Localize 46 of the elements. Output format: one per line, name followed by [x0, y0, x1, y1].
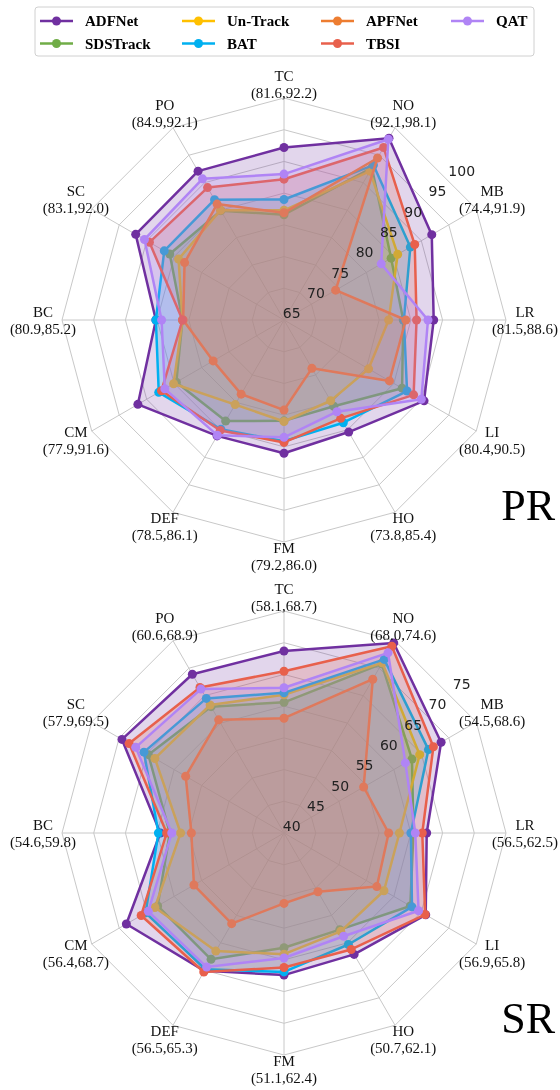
y-tick-label: 55: [355, 757, 374, 774]
legend-label: Un-Track: [227, 13, 290, 30]
spoke-label: LR (56.5,62.5): [491, 816, 559, 851]
spoke-label: MB (54.5,68.6): [459, 696, 526, 731]
spoke-label: LI (56.9,65.8): [459, 936, 526, 971]
legend-label: ADFNet: [85, 13, 139, 30]
spoke-label: FM (51.1,62.4): [250, 1052, 318, 1087]
text: PR: [501, 481, 556, 530]
spoke-label: MB (74.4,91.9): [459, 183, 526, 218]
spoke-label: TC (58.1,68.7): [250, 580, 318, 615]
spoke-label: DEF (56.5,65.3): [131, 1023, 198, 1058]
spoke-label: BC (80.9,85.2): [9, 303, 77, 338]
y-tick-label: 40: [282, 818, 301, 835]
legend-label: TBSI: [366, 35, 401, 52]
spoke-label: CM (77.9,91.6): [42, 423, 109, 458]
spoke-label: HO (50.7,62.1): [370, 1023, 437, 1058]
spoke-label: PO (84.9,92.1): [131, 96, 198, 131]
spoke-label: SC (57.9,69.5): [42, 696, 109, 731]
y-tick-label: 70: [428, 696, 447, 713]
y-tick-label: 65: [282, 305, 301, 322]
spoke-label: NO (92.1,98.1): [370, 96, 437, 131]
legend-label: SDSTrack: [85, 35, 152, 52]
spoke-label: DEF (78.5,86.1): [131, 510, 198, 545]
legend-label: APFNet: [366, 13, 418, 30]
spoke-label: BC (54.6,59.8): [9, 816, 77, 851]
legend-label: QAT: [496, 13, 528, 30]
y-tick-label: 70: [307, 285, 325, 302]
y-tick-label: 50: [331, 777, 350, 794]
y-tick-label: 60: [379, 736, 398, 753]
text: SR: [501, 994, 556, 1043]
legend-label: BAT: [227, 35, 257, 52]
spoke-label: SC (83.1,92.0): [42, 183, 109, 218]
spoke-label: LR (81.5,88.6): [491, 303, 559, 338]
spoke-label: FM (79.2,86.0): [250, 539, 318, 574]
spoke-label: TC (81.6,92.2): [250, 67, 318, 102]
y-tick-label: 75: [452, 675, 471, 692]
y-tick-label: 75: [331, 264, 350, 281]
y-tick-label: 80: [355, 244, 374, 261]
y-tick-label: 100: [448, 162, 476, 179]
spoke-label: CM (56.4,68.7): [42, 936, 109, 971]
y-tick-label: 45: [307, 798, 325, 815]
spoke-label: HO (73.8,85.4): [370, 510, 437, 545]
y-tick-label: 95: [428, 183, 447, 200]
spoke-label: NO (68.0,74.6): [370, 609, 437, 644]
spoke-label: PO (60.6,68.9): [131, 609, 198, 644]
spoke-label: LI (80.4,90.5): [459, 423, 526, 458]
